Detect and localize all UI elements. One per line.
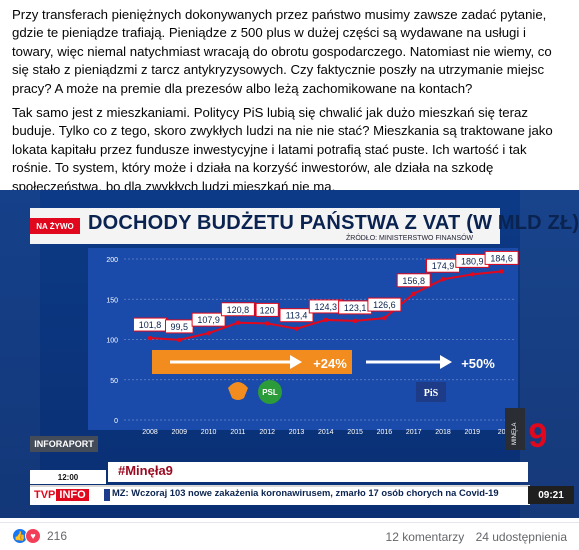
x-tick-label: 2010 xyxy=(201,429,217,436)
corner-number: 9 xyxy=(529,417,548,455)
data-label: 126,6 xyxy=(373,300,396,310)
data-point xyxy=(440,277,446,282)
y-tick-label: 200 xyxy=(106,257,118,264)
ticker-bullet xyxy=(104,489,110,501)
data-label-box xyxy=(484,250,519,265)
hashtag-bar xyxy=(108,462,528,482)
data-label-box xyxy=(396,273,431,288)
data-label-box xyxy=(279,308,314,323)
data-label: 184,6 xyxy=(490,253,513,263)
video-frame[interactable]: 0 50 100 150 200 2008 2009 2010 2011 2012 2013 2014… xyxy=(0,190,579,518)
time-box: 12:00 xyxy=(30,470,106,484)
x-tick-label: 2012 xyxy=(259,429,275,436)
clock: 09:21 xyxy=(528,486,574,504)
data-label: 120 xyxy=(260,305,275,315)
arrow-head-1 xyxy=(290,355,302,369)
data-label: 99,5 xyxy=(171,322,189,332)
love-icon: ♥ xyxy=(25,528,41,544)
x-tick-label: 2016 xyxy=(377,429,393,436)
post-paragraph-1: Przy transferach pieniężnych dokonywanyc… xyxy=(12,7,552,96)
y-tick-label: 0 xyxy=(114,418,118,425)
post-stats: 12 komentarzy 24 udostępnienia xyxy=(386,530,567,544)
data-label-box xyxy=(220,302,255,317)
inforaport-badge: INFORAPORT xyxy=(30,436,98,452)
x-tick-label: 2014 xyxy=(318,429,334,436)
data-label-box xyxy=(255,302,279,317)
data-point xyxy=(177,337,182,343)
data-point xyxy=(470,272,475,277)
logo-tvp: TVP xyxy=(34,489,56,501)
post-text: Przy transferach pieniężnych dokonywanyc… xyxy=(12,6,568,202)
x-tick-label: 2011 xyxy=(230,429,245,436)
reaction-count[interactable]: 216 xyxy=(47,529,68,543)
arrow-label-2: +50% xyxy=(461,356,495,371)
x-tick-label: 2017 xyxy=(406,429,422,436)
data-label-box xyxy=(367,297,402,312)
x-tick-label: 2009 xyxy=(172,429,188,436)
x-tick-label: 2008 xyxy=(142,429,158,436)
data-label: 123,1 xyxy=(344,303,367,313)
comments-link[interactable]: 12 komentarzy xyxy=(385,530,465,544)
x-tick-label: 2013 xyxy=(289,429,305,436)
data-label: 101,8 xyxy=(139,320,162,330)
reactions[interactable]: 👍 ♥ 216 xyxy=(12,528,67,544)
x-tick-label: 20 xyxy=(498,429,506,436)
psl-logo-icon xyxy=(258,380,282,404)
corner-badge xyxy=(505,408,525,450)
chart-source: ŹRÓDŁO: MINISTERSTWO FINANSÓW xyxy=(346,235,474,242)
po-logo-icon xyxy=(228,382,248,400)
data-point xyxy=(147,335,153,341)
vat-chart: 0 50 100 150 200 2008 2009 2010 2011 2012 2013 2014… xyxy=(88,248,548,455)
tvp-info-logo: TVP INFO xyxy=(34,487,104,503)
live-badge: NA ŻYWO xyxy=(30,218,80,234)
y-tick-label: 150 xyxy=(106,297,118,304)
logo-info: INFO xyxy=(56,489,89,501)
data-label: 107,9 xyxy=(197,315,220,325)
data-point xyxy=(499,269,504,274)
data-label: 113,4 xyxy=(286,311,308,321)
data-label: 180,9 xyxy=(461,256,484,266)
data-label-box xyxy=(191,312,226,327)
data-point xyxy=(352,318,358,324)
x-tick-label: 2018 xyxy=(435,429,451,436)
y-tick-label: 100 xyxy=(106,338,118,345)
corner-label: MINĘŁA xyxy=(512,423,518,445)
data-point xyxy=(411,291,416,296)
psl-label: PSL xyxy=(262,388,278,397)
ticker-text: MZ: Wczoraj 103 nowe zakażenia koronawir… xyxy=(112,487,499,498)
arrow-label-1: +24% xyxy=(313,356,347,371)
data-point xyxy=(206,330,211,336)
x-tick-label: 2015 xyxy=(347,429,363,436)
shares-link[interactable]: 24 udostępnienia xyxy=(475,530,567,544)
data-point xyxy=(265,321,270,326)
pis-logo-icon xyxy=(416,382,446,402)
data-label: 124,3 xyxy=(315,302,338,312)
post-paragraph-2: Tak samo jest z mieszkaniami. Politycy P… xyxy=(12,105,553,194)
news-ticker xyxy=(30,485,530,505)
data-point xyxy=(294,326,299,331)
x-tick-label: 2019 xyxy=(465,429,481,436)
arrow-head-2 xyxy=(440,355,452,369)
data-label: 120,8 xyxy=(227,305,250,315)
data-label: 174,9 xyxy=(432,261,455,271)
chart-title: DOCHODY BUDŻETU PAŃSTWA Z VAT (W MLD ZŁ) xyxy=(88,212,579,234)
pis-label: PiS xyxy=(424,388,439,399)
data-label: 156,8 xyxy=(402,276,425,286)
data-point xyxy=(382,315,387,321)
data-point xyxy=(235,320,241,325)
post-footer xyxy=(0,522,579,550)
y-tick-label: 50 xyxy=(110,378,118,385)
chart-title-bar xyxy=(30,208,500,244)
hashtag: #Minęła9 xyxy=(118,463,173,478)
data-point xyxy=(323,317,328,323)
